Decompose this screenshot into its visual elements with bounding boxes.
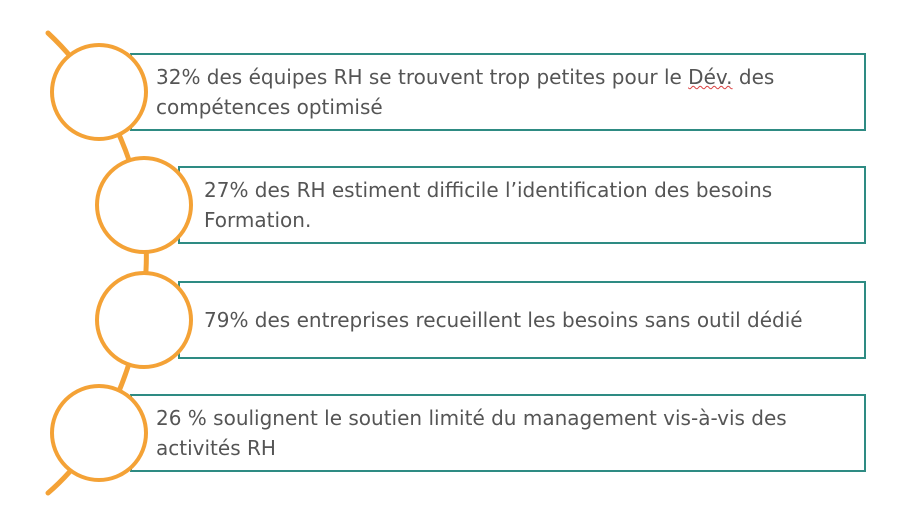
item-circle-2	[95, 156, 193, 254]
item-text-1-after: des compétences optimisé	[156, 65, 775, 119]
item-box-4: 26 % soulignent le soutien limité du man…	[130, 394, 866, 472]
item-text-3: 79% des entreprises recueillent les beso…	[204, 308, 803, 332]
item-box-1: 32% des équipes RH se trouvent trop peti…	[130, 53, 866, 131]
item-circle-1	[50, 43, 148, 141]
item-text-4: 26 % soulignent le soutien limité du man…	[156, 406, 787, 460]
item-circle-4	[50, 384, 148, 482]
item-box-2: 27% des RH estiment difficile l’identifi…	[178, 166, 866, 244]
item-text-1-marked: Dév.	[688, 65, 733, 89]
item-box-3: 79% des entreprises recueillent les beso…	[178, 281, 866, 359]
item-text-1-before: 32% des équipes RH se trouvent trop peti…	[156, 65, 689, 89]
item-circle-3	[95, 271, 193, 369]
item-text-1: 32% des équipes RH se trouvent trop peti…	[132, 62, 864, 122]
item-text-2: 27% des RH estiment difficile l’identifi…	[204, 178, 773, 232]
